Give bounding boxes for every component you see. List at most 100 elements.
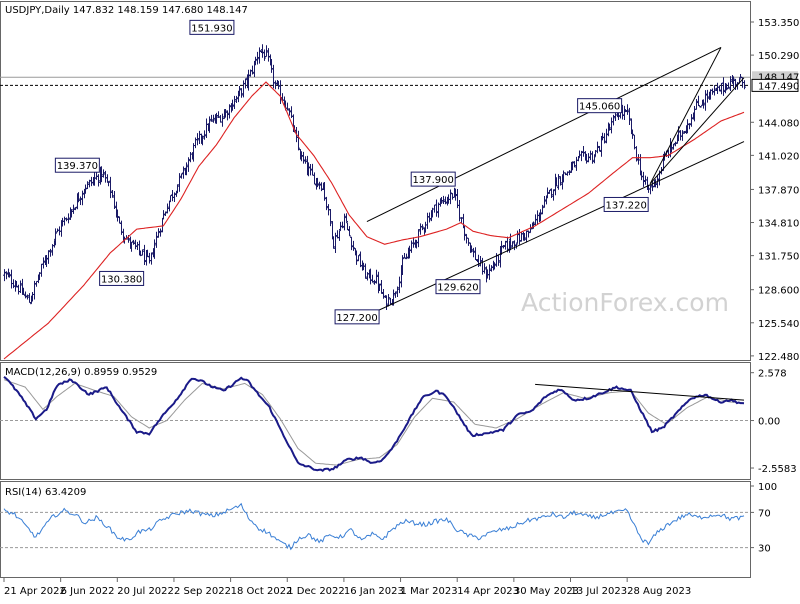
ohlc-bar <box>398 276 401 294</box>
ohlc-bar <box>70 209 73 218</box>
ohlc-bar <box>201 135 204 146</box>
ohlc-bar <box>341 221 344 229</box>
ohlc-bar <box>729 76 732 91</box>
ohlc-bar <box>155 231 158 248</box>
date-axis-label: 1 Dec 2022 <box>287 586 345 597</box>
ohlc-bar <box>378 283 381 292</box>
ohlc-bar <box>713 85 716 96</box>
ohlc-bar <box>45 254 48 267</box>
ohlc-bar <box>143 244 146 266</box>
ohlc-bar <box>571 161 574 171</box>
ohlc-bar <box>240 88 243 98</box>
ohlc-bar <box>86 181 89 190</box>
ohlc-bar <box>394 291 397 298</box>
price-axis-label: 137.870 <box>758 185 799 196</box>
ohlc-bar <box>649 185 652 195</box>
ohlc-bar <box>231 99 234 111</box>
ohlc-bar <box>743 80 746 90</box>
ohlc-bar <box>274 80 277 90</box>
ohlc-bar <box>440 196 443 204</box>
ohlc-bar <box>120 220 123 235</box>
ohlc-bar <box>210 114 213 122</box>
price-annotation-text: 129.620 <box>437 283 478 294</box>
rsi-line <box>3 502 745 551</box>
ohlc-bar <box>387 294 390 307</box>
ohlc-bar <box>608 123 611 131</box>
ohlc-bar <box>449 189 452 205</box>
ohlc-bar <box>518 229 521 245</box>
ohlc-bar <box>134 239 137 250</box>
ohlc-bar <box>577 156 580 162</box>
ohlc-bar <box>573 161 576 168</box>
ohlc-bar <box>401 255 404 275</box>
ohlc-bar <box>130 241 133 252</box>
ohlc-bar <box>681 130 684 141</box>
ohlc-bar <box>141 249 144 256</box>
ohlc-bar <box>256 51 259 65</box>
ohlc-bar <box>557 174 560 190</box>
ohlc-bar <box>651 180 654 192</box>
ohlc-bar <box>352 240 355 251</box>
ohlc-bar <box>173 192 176 203</box>
ohlc-bar <box>369 268 372 285</box>
ohlc-bar <box>382 289 385 299</box>
ohlc-bar <box>612 114 615 126</box>
ohlc-bar <box>654 179 657 188</box>
ohlc-bar <box>500 240 503 255</box>
ohlc-bar <box>302 151 305 164</box>
ohlc-bar <box>254 56 257 66</box>
price-annotation: 129.620 <box>435 279 481 295</box>
ohlc-bar <box>552 189 555 201</box>
ohlc-bar <box>166 203 169 214</box>
ohlc-bar <box>375 269 378 284</box>
date-axis-label: 1 Mar 2023 <box>401 586 458 597</box>
ohlc-bar <box>548 189 551 194</box>
ohlc-bar <box>33 280 36 300</box>
ohlc-bar <box>180 173 183 179</box>
ohlc-bar <box>74 207 77 211</box>
ohlc-bar <box>470 245 473 253</box>
ohlc-bar <box>138 240 141 256</box>
price-panel-frame <box>0 1 751 361</box>
ohlc-bar <box>265 45 268 57</box>
ohlc-bar <box>568 170 571 176</box>
ohlc-bar <box>343 213 346 231</box>
price-annotation-box <box>334 309 380 325</box>
ohlc-bar <box>90 176 93 187</box>
moving-average-line <box>3 81 745 360</box>
ohlc-bar <box>153 239 156 259</box>
ohlc-bar <box>454 189 457 201</box>
ohlc-bar <box>672 143 675 150</box>
price-annotation-text: 137.220 <box>605 200 646 211</box>
ohlc-bar <box>304 156 307 164</box>
watermark: ActionForex.com <box>521 288 729 317</box>
macd-header: MACD(12,26,9) 0.8959 0.9529 <box>5 367 157 378</box>
ohlc-bar <box>26 294 29 300</box>
ohlc-bar <box>107 180 110 187</box>
ohlc-bar <box>706 89 709 103</box>
ohlc-bar <box>5 271 8 280</box>
ohlc-bar <box>493 262 496 270</box>
ohlc-bar <box>97 174 100 187</box>
rsi-layer <box>0 502 750 551</box>
ohlc-bar <box>485 266 488 283</box>
ohlc-bar <box>699 105 702 108</box>
ohlc-bar <box>233 95 236 110</box>
price-axis-label: 128.600 <box>758 286 799 297</box>
ohlc-bar <box>603 133 606 144</box>
price-layer: 151.930 139.370 130.380 127.200 137.900 129.6… <box>0 19 750 360</box>
ohlc-bar <box>734 78 737 91</box>
ohlc-bar <box>686 119 689 134</box>
ohlc-bar <box>176 184 179 194</box>
ohlc-bar <box>727 82 730 89</box>
ohlc-bar <box>732 76 735 88</box>
ohlc-bar <box>488 264 491 280</box>
ohlc-bar <box>598 145 601 152</box>
ohlc-bar <box>251 65 254 75</box>
price-annotation: 139.370 <box>54 157 100 173</box>
date-axis-label: 6 Jun 2022 <box>61 586 115 597</box>
ohlc-bar <box>631 129 634 139</box>
ohlc-bar <box>185 162 188 176</box>
ohlc-bar <box>263 49 266 61</box>
